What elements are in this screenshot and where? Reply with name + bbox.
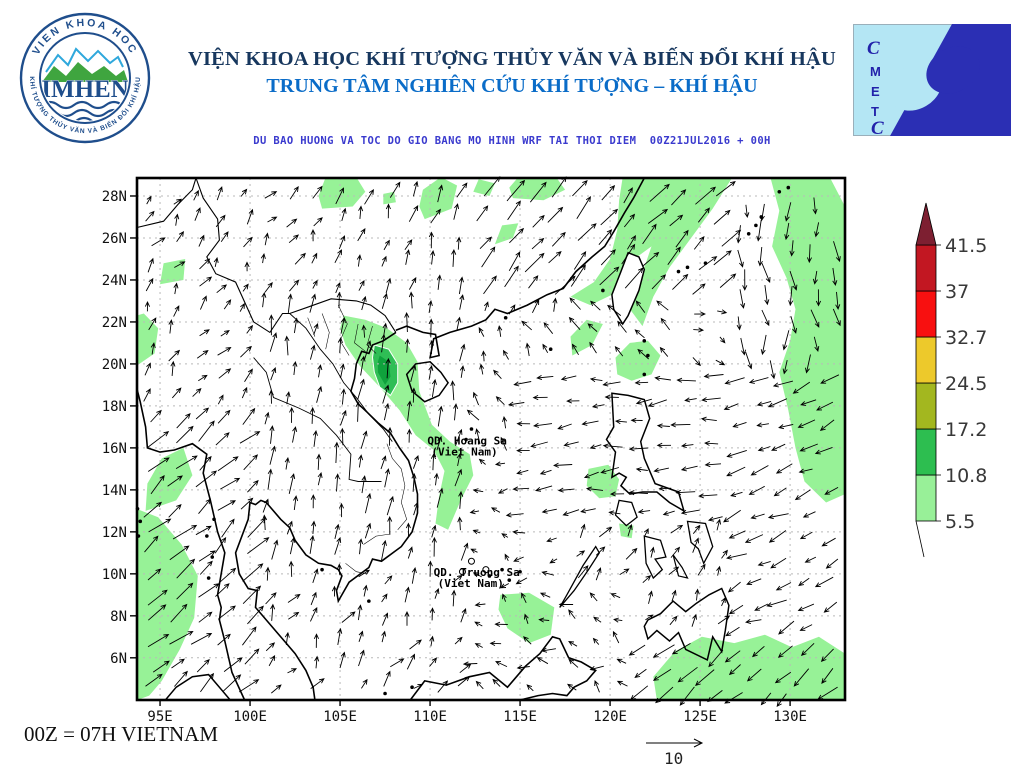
- svg-text:120E: 120E: [593, 709, 627, 725]
- svg-text:18N: 18N: [102, 399, 127, 415]
- svg-text:110E: 110E: [413, 709, 447, 725]
- timezone-note: 00Z = 07H VIETNAM: [24, 722, 219, 746]
- svg-text:26N: 26N: [102, 231, 127, 247]
- svg-text:T: T: [871, 104, 879, 119]
- legend-container: 5.5 10.8 17.2 24.5 32.7 37 41.5: [913, 197, 1023, 572]
- svg-text:28N: 28N: [102, 189, 127, 205]
- svg-text:5.5: 5.5: [945, 511, 975, 533]
- svg-text:20N: 20N: [102, 357, 127, 373]
- svg-text:105E: 105E: [323, 709, 357, 725]
- reference-vector-value: 10: [664, 749, 683, 768]
- svg-text:32.7: 32.7: [945, 327, 987, 349]
- title-block: VIỆN KHOA HỌC KHÍ TƯỢNG THỦY VĂN VÀ BIẾN…: [150, 48, 874, 98]
- svg-text:12N: 12N: [102, 525, 127, 541]
- svg-text:22N: 22N: [102, 315, 127, 331]
- org-name-line1: VIỆN KHOA HỌC KHÍ TƯỢNG THỦY VĂN VÀ BIẾN…: [187, 48, 837, 70]
- svg-text:M: M: [870, 64, 881, 79]
- svg-text:37: 37: [945, 281, 969, 303]
- svg-text:24.5: 24.5: [945, 373, 987, 395]
- svg-text:115E: 115E: [503, 709, 537, 725]
- reference-vector-arrow: 10: [646, 738, 704, 768]
- svg-text:E: E: [871, 84, 880, 99]
- svg-text:41.5: 41.5: [945, 235, 987, 257]
- svg-text:16N: 16N: [102, 441, 127, 457]
- svg-text:(Viet Nam): (Viet Nam): [438, 577, 504, 590]
- svg-text:C: C: [867, 38, 880, 59]
- logo-s-blue-lobe: [926, 46, 980, 94]
- svg-text:(Viet Nam): (Viet Nam): [431, 446, 497, 459]
- color-scale-legend: 5.5 10.8 17.2 24.5 32.7 37 41.5: [915, 202, 987, 558]
- wind-map: QD. Hoang Sa(Viet Nam)QD. Truong Sa(Viet…: [102, 176, 847, 725]
- svg-text:17.2: 17.2: [945, 419, 987, 441]
- logo-center-text: IMHEN: [41, 76, 129, 103]
- logo-sky-peaks: [45, 47, 124, 73]
- org-name-line2: TRUNG TÂM NGHIÊN CỨU KHÍ TƯỢNG – KHÍ HẬU: [266, 75, 758, 97]
- svg-text:6N: 6N: [110, 651, 127, 667]
- map-subtitle: DU BAO HUONG VA TOC DO GIO BANG MO HINH …: [253, 135, 771, 147]
- svg-text:24N: 24N: [102, 273, 127, 289]
- svg-text:95E: 95E: [147, 709, 172, 725]
- svg-text:125E: 125E: [683, 709, 717, 725]
- cmetc-logo: C M E T C: [853, 24, 1011, 136]
- svg-text:130E: 130E: [773, 709, 807, 725]
- imhen-logo: VIEN KHOA HOC KHÍ TƯỢNG THỦY VĂN VÀ BIẾN…: [19, 12, 151, 144]
- svg-text:100E: 100E: [233, 709, 267, 725]
- svg-text:14N: 14N: [102, 483, 127, 499]
- svg-text:8N: 8N: [110, 609, 127, 625]
- svg-text:C: C: [871, 118, 884, 136]
- svg-text:QD. Truong Sa: QD. Truong Sa: [434, 566, 520, 579]
- logo-letters: C M E T C: [867, 38, 884, 136]
- map-container: QD. Hoang Sa (Viet Nam) QD. Truong Sa (Viet…: [102, 176, 847, 725]
- reference-vector: 10: [638, 733, 728, 768]
- svg-text:QD. Hoang Sa: QD. Hoang Sa: [427, 435, 506, 448]
- svg-text:10N: 10N: [102, 567, 127, 583]
- svg-text:10.8: 10.8: [945, 465, 987, 487]
- logo-mountains: [42, 62, 128, 82]
